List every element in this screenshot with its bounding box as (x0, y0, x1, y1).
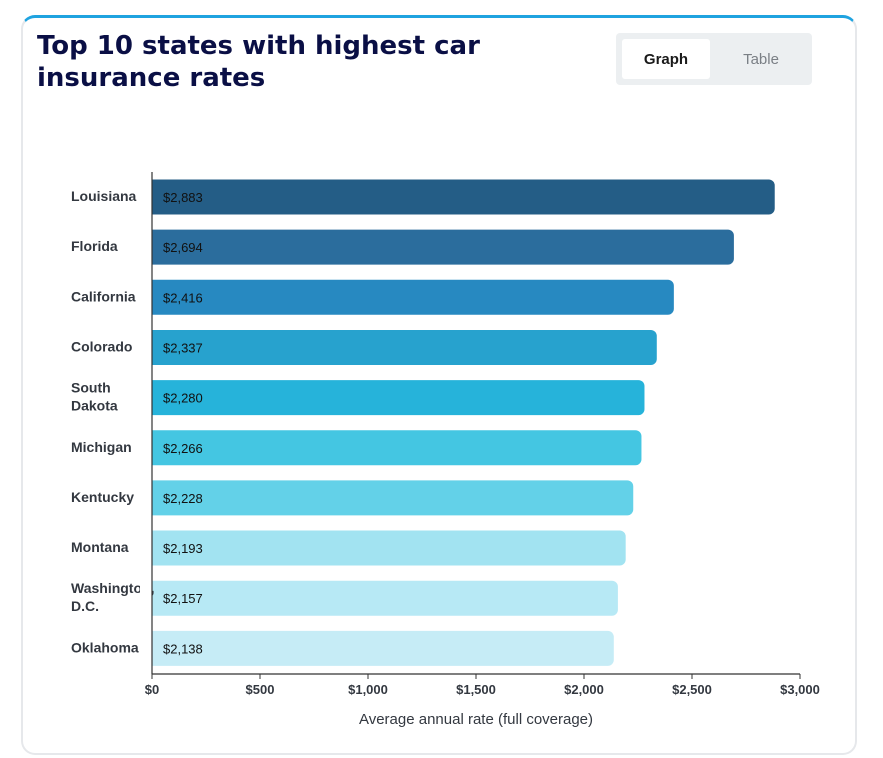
bar (147, 380, 645, 416)
category-label: Montana (71, 539, 129, 555)
x-tick-label: $1,000 (348, 682, 388, 697)
bar (147, 430, 642, 466)
x-tick-label: $1,500 (456, 682, 496, 697)
bar-value-label: $2,416 (163, 290, 203, 305)
bar (147, 630, 614, 666)
bar-value-label: $2,280 (163, 391, 203, 406)
chart-title: Top 10 states with highest car insurance… (37, 31, 480, 93)
bar-value-label: $2,193 (163, 541, 203, 556)
axis-mask (140, 172, 152, 674)
category-label: Washington, D.C. (71, 580, 154, 614)
x-tick-label: $3,000 (780, 682, 820, 697)
bar-value-label: $2,266 (163, 441, 203, 456)
category-label: Florida (71, 238, 118, 254)
bar (147, 480, 634, 516)
bar-value-label: $2,138 (163, 641, 203, 656)
category-label: Oklahoma (71, 639, 139, 655)
x-tick-label: $2,000 (564, 682, 604, 697)
bar-value-label: $2,694 (163, 240, 203, 255)
category-label: Louisiana (71, 188, 137, 204)
category-label: Michigan (71, 439, 132, 455)
x-tick-label: $500 (246, 682, 275, 697)
bar-value-label: $2,228 (163, 491, 203, 506)
category-label: California (71, 288, 136, 304)
bar (147, 179, 775, 215)
bar (147, 530, 626, 566)
graph-tab-button[interactable]: Graph (622, 39, 710, 79)
view-toggle: Graph Table (616, 33, 812, 85)
bar (147, 580, 618, 616)
bar (147, 279, 674, 315)
category-label: Colorado (71, 338, 132, 354)
x-tick-label: $0 (145, 682, 159, 697)
x-axis-title: Average annual rate (full coverage) (359, 711, 593, 728)
category-label: South Dakota (71, 380, 118, 414)
bar-value-label: $2,883 (163, 190, 203, 205)
bar-value-label: $2,157 (163, 591, 203, 606)
bar-value-label: $2,337 (163, 340, 203, 355)
table-tab-button[interactable]: Table (743, 50, 779, 68)
bar (147, 229, 734, 265)
category-label: Kentucky (71, 489, 134, 505)
bar (147, 329, 657, 365)
x-tick-label: $2,500 (672, 682, 712, 697)
